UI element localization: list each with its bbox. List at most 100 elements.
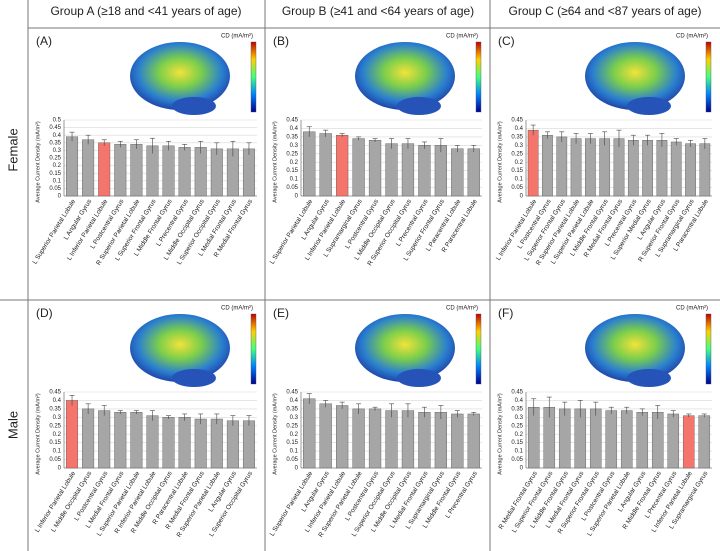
y-tick-label: 0 (58, 194, 62, 200)
bar (368, 140, 382, 197)
y-tick-label: 0.2 (290, 160, 299, 166)
bar (527, 129, 539, 197)
bar (605, 410, 618, 469)
bar (570, 138, 582, 197)
bar (651, 412, 664, 469)
group-header: Group C (≥64 and <87 years of age) (508, 4, 701, 18)
y-tick-label: 0.35 (49, 140, 61, 146)
bar (130, 144, 143, 197)
bar (98, 410, 111, 469)
bar (613, 138, 625, 197)
bar (401, 410, 415, 469)
y-tick-label: 0.45 (49, 390, 61, 396)
bar (642, 140, 653, 197)
colorbar-label: CD (mA/m²) (446, 34, 478, 40)
y-tick-label: 0.35 (511, 134, 523, 140)
y-tick-label: 0.35 (286, 134, 298, 140)
y-tick-label: 0.45 (286, 390, 298, 396)
y-tick-label: 0.1 (53, 449, 62, 455)
y-tick-label: 0 (295, 194, 299, 200)
y-tick-label: 0.4 (290, 398, 299, 404)
y-tick-label: 0.35 (286, 406, 298, 412)
y-tick-label: 0.1 (290, 449, 299, 455)
y-tick-label: 0.2 (53, 432, 62, 438)
colorbar-label: CD (mA/m²) (446, 306, 478, 312)
group-header: Group A (≥18 and <41 years of age) (50, 4, 241, 18)
y-tick-label: 0 (58, 466, 62, 472)
bar (178, 147, 191, 197)
y-axis-label: Average Current Density (mA/m²) (497, 393, 503, 475)
bar (699, 143, 711, 197)
y-tick-label: 0.15 (286, 168, 298, 174)
y-tick-label: 0.2 (290, 432, 299, 438)
y-tick-label: 0.1 (290, 177, 299, 183)
bar (667, 413, 680, 469)
y-tick-label: 0.25 (286, 151, 298, 157)
brain-image (355, 314, 455, 382)
bar (114, 144, 127, 197)
brain-image (627, 369, 671, 387)
y-tick-label: 0.15 (511, 168, 523, 174)
bar (66, 136, 79, 197)
bar (319, 403, 332, 469)
y-tick-label: 0.4 (290, 126, 299, 132)
y-tick-label: 0.3 (290, 143, 299, 149)
bar (352, 138, 365, 197)
group-header: Group B (≥41 and <64 years of age) (282, 4, 474, 18)
y-tick-label: 0.15 (49, 171, 61, 177)
bar (130, 412, 143, 469)
bar (162, 145, 175, 197)
y-axis-label: Average Current Density (mA/m²) (35, 121, 41, 203)
brain-image (585, 314, 685, 382)
y-tick-label: 0.1 (515, 177, 524, 183)
y-tick-label: 0.2 (515, 160, 524, 166)
y-tick-label: 0.2 (515, 432, 524, 438)
bar (336, 134, 349, 197)
y-tick-label: 0 (295, 466, 299, 472)
y-tick-label: 0.35 (49, 406, 61, 412)
bar (385, 410, 398, 469)
y-tick-label: 0.1 (515, 449, 524, 455)
y-tick-label: 0.3 (53, 415, 62, 421)
bar (418, 145, 431, 197)
colorbar (250, 313, 257, 385)
bar (682, 415, 695, 469)
y-tick-label: 0.35 (511, 406, 523, 412)
y-tick-label: 0.5 (53, 118, 62, 124)
bar (162, 417, 175, 469)
brain-image (172, 97, 216, 115)
bar (336, 405, 349, 469)
bar (226, 420, 239, 469)
colorbar (475, 313, 482, 385)
y-tick-label: 0.2 (53, 163, 62, 169)
bar (303, 398, 316, 469)
y-tick-label: 0.45 (286, 118, 298, 124)
y-tick-label: 0.45 (511, 118, 523, 124)
brain-image (397, 97, 441, 115)
panel-label: (B) (273, 34, 289, 48)
colorbar-label: CD (mA/m²) (676, 306, 708, 312)
y-tick-label: 0.4 (53, 133, 62, 139)
bar (210, 148, 223, 197)
bar (303, 131, 316, 197)
colorbar-label: CD (mA/m²) (676, 34, 708, 40)
bar (467, 413, 480, 469)
bar (585, 138, 596, 197)
brain-image (397, 369, 441, 387)
bar (434, 145, 447, 197)
y-tick-label: 0.3 (290, 415, 299, 421)
bar (319, 133, 332, 197)
y-tick-label: 0.45 (511, 390, 523, 396)
y-tick-label: 0.25 (49, 423, 61, 429)
y-tick-label: 0.25 (286, 423, 298, 429)
bar (114, 412, 127, 469)
y-axis-label: Average Current Density (mA/m²) (35, 393, 41, 475)
y-tick-label: 0.05 (286, 185, 298, 191)
y-tick-label: 0.3 (515, 143, 524, 149)
y-tick-label: 0.15 (49, 440, 61, 446)
bar (698, 415, 711, 469)
colorbar (705, 41, 712, 113)
bar (656, 140, 668, 197)
y-tick-label: 0.05 (49, 186, 61, 192)
bar (242, 420, 255, 469)
